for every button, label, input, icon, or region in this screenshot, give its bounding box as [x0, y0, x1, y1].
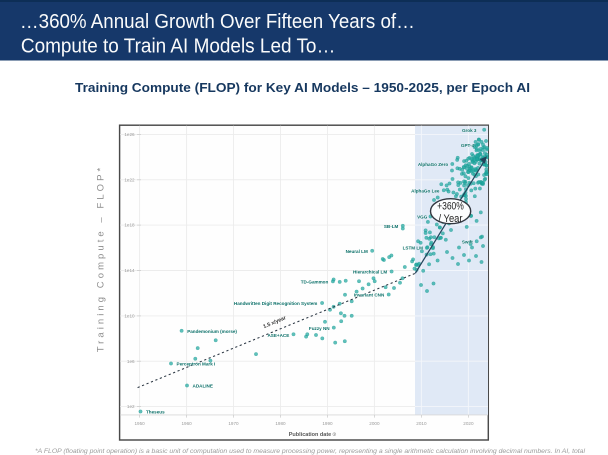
svg-text:1e18: 1e18: [124, 223, 135, 228]
svg-text:1e14: 1e14: [124, 268, 135, 273]
svg-text:1990: 1990: [322, 421, 333, 426]
svg-text:1e22: 1e22: [124, 177, 135, 182]
svg-text:Neural LM: Neural LM: [346, 249, 368, 254]
svg-text:Pandemonium (morse): Pandemonium (morse): [187, 329, 237, 334]
svg-text:AlphaGo Lee: AlphaGo Lee: [411, 189, 440, 194]
svg-text:Grok 3: Grok 3: [462, 128, 477, 133]
svg-text:2010: 2010: [416, 421, 427, 426]
svg-text:2020: 2020: [463, 421, 474, 426]
svg-text:+360%: +360%: [437, 200, 464, 212]
svg-text:2000: 2000: [369, 421, 380, 426]
svg-text:Fuzzy NN: Fuzzy NN: [309, 326, 330, 331]
svg-text:1e10: 1e10: [124, 314, 135, 319]
svg-text:1e6: 1e6: [127, 359, 135, 364]
svg-text:Swift: Swift: [462, 240, 473, 245]
svg-text:Theseus: Theseus: [146, 410, 165, 415]
svg-text:1970: 1970: [228, 421, 239, 426]
svg-text:Publication date: Publication date: [289, 432, 332, 438]
svg-text:Training Compute – FLOP*: Training Compute – FLOP*: [96, 168, 107, 353]
svg-text:Compute to Train AI Models Led: Compute to Train AI Models Led To…: [21, 35, 336, 57]
svg-text:1980: 1980: [275, 421, 286, 426]
svg-text:VGG: VGG: [417, 215, 428, 220]
svg-text:LSTM LM: LSTM LM: [403, 245, 424, 250]
svg-text:*A FLOP (floating point operat: *A FLOP (floating point operation) is a …: [35, 448, 586, 455]
svg-text:…360% Annual Growth Over Fifte: …360% Annual Growth Over Fifteen Years o…: [20, 11, 415, 33]
svg-text:GPT-4: GPT-4: [461, 143, 475, 148]
svg-text:1950: 1950: [134, 421, 145, 426]
svg-text:AlphaGo Zero: AlphaGo Zero: [418, 162, 449, 167]
svg-text:1e2: 1e2: [127, 404, 135, 409]
svg-text:Hierarchical LM: Hierarchical LM: [353, 270, 387, 275]
svg-text:1960: 1960: [181, 421, 192, 426]
svg-text:Handwritten Digit Recognition: Handwritten Digit Recognition System: [234, 301, 317, 306]
svg-text:ASE+ACE: ASE+ACE: [267, 333, 289, 338]
svg-text:Perceptron Mark I: Perceptron Mark I: [177, 362, 216, 367]
svg-text:Invariant CNN: Invariant CNN: [354, 293, 385, 298]
svg-text:SB-LM: SB-LM: [384, 224, 399, 229]
svg-text:ADALINE: ADALINE: [193, 384, 213, 389]
svg-text:Training Compute (FLOP) for Ke: Training Compute (FLOP) for Key AI Model…: [75, 80, 530, 95]
svg-text:/ Year: / Year: [439, 213, 463, 225]
svg-text:TD-Gammon: TD-Gammon: [301, 280, 329, 285]
svg-text:1e26: 1e26: [124, 132, 135, 137]
